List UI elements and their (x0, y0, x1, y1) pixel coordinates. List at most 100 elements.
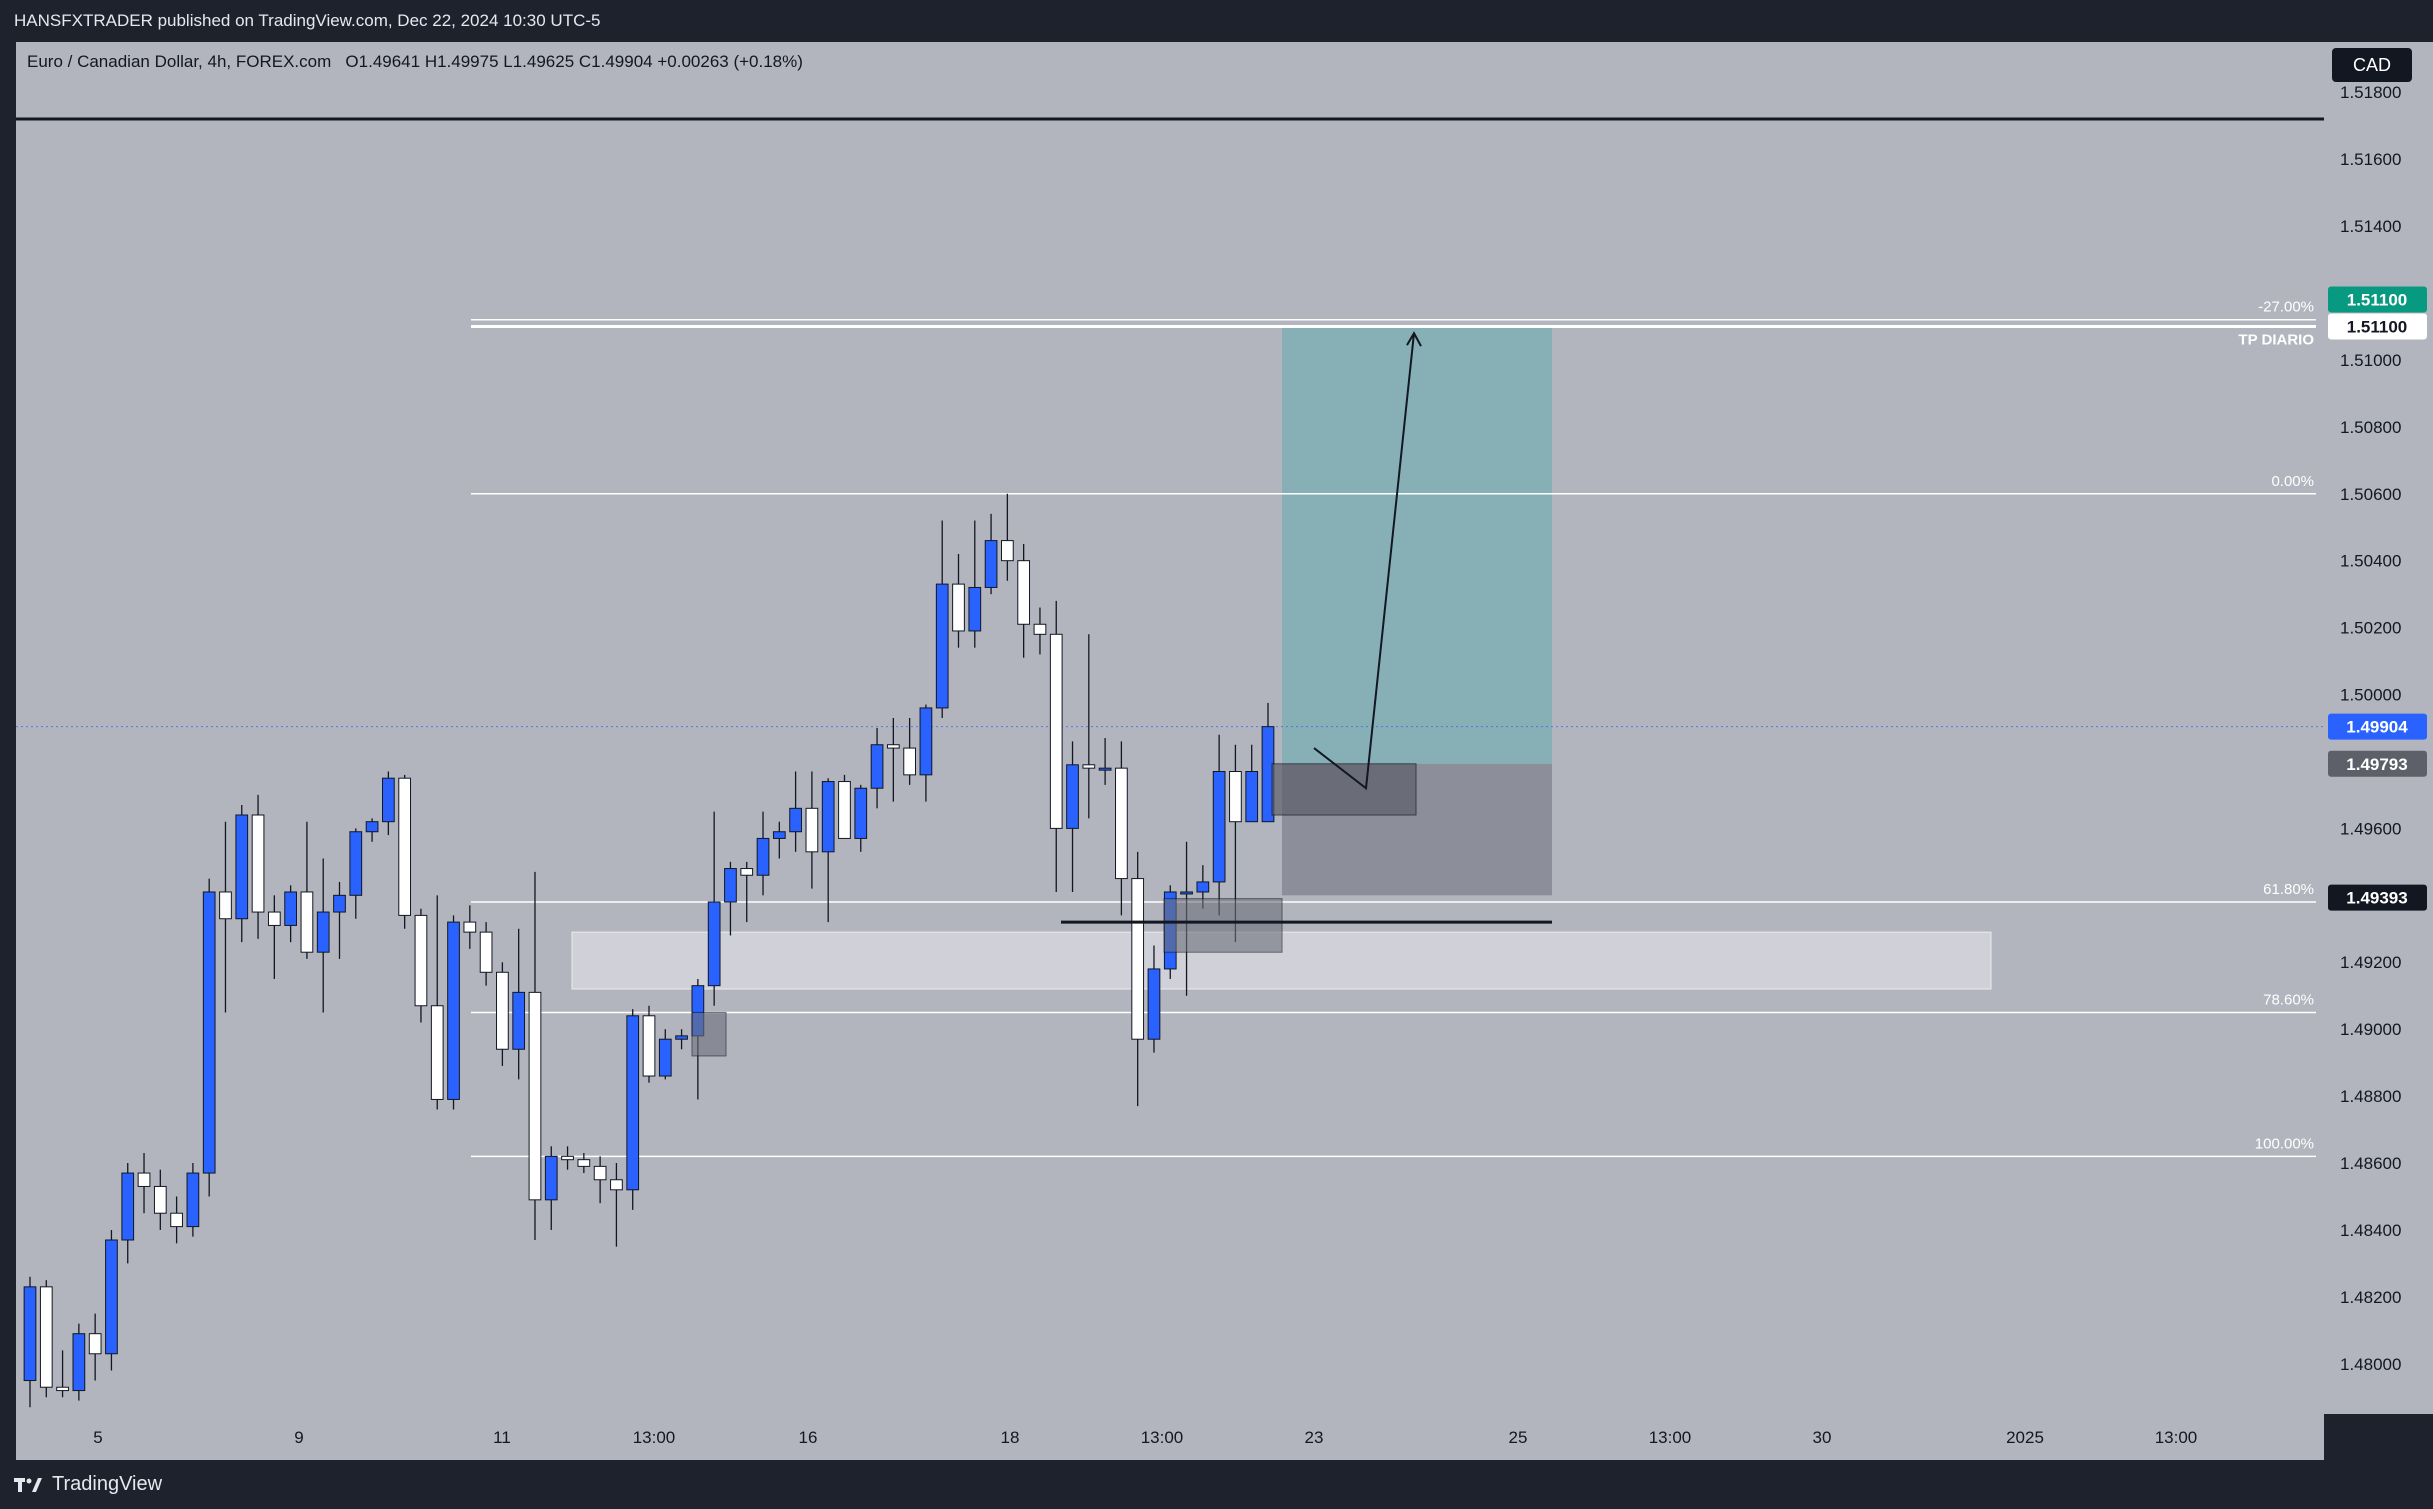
candle-body (202, 891, 216, 1174)
candle-body (789, 807, 802, 833)
price-tick: 1.50000 (2340, 686, 2401, 705)
order-block-small (691, 1011, 727, 1057)
time-axis[interactable]: 5 9 11 13:00 16 18 13:00 23 25 13:00 30 2025 13:00 (16, 1414, 2324, 1460)
candle-body (854, 787, 868, 839)
candle-body (186, 1172, 200, 1228)
candle-body (1131, 878, 1145, 1040)
price-tick: 1.48600 (2340, 1154, 2401, 1173)
candle-body (610, 1179, 623, 1191)
time-tick: 30 (1813, 1428, 1832, 1447)
candle-body (968, 586, 982, 632)
candle-body (333, 894, 346, 913)
price-tick: 1.49200 (2340, 953, 2401, 972)
price-tick: 1.50200 (2340, 619, 2401, 638)
candle-body (23, 1286, 37, 1382)
price-tick: 1.49600 (2340, 819, 2401, 838)
candle-body (447, 921, 460, 1100)
candle-body (398, 777, 412, 916)
candle-body (72, 1333, 86, 1392)
candle-body (935, 583, 949, 709)
candle-body (658, 1038, 672, 1077)
tradingview-logo-icon (14, 1477, 42, 1492)
order-block (1163, 898, 1283, 953)
candle-body (561, 1155, 574, 1161)
candle-body (1049, 633, 1063, 829)
candle-body (1001, 540, 1014, 562)
fib-level-label: -27.00% (2258, 299, 2314, 316)
candle-body (675, 1035, 688, 1040)
price-tick: 1.49000 (2340, 1020, 2401, 1039)
price-tick: 1.51000 (2340, 351, 2401, 370)
candle-body (382, 777, 395, 823)
ohlc-values: O1.49641 H1.49975 L1.49625 C1.49904 +0.0… (345, 52, 803, 71)
candle-body (316, 911, 330, 953)
chart-area[interactable]: -27.00% 0.00% 61.80% 78.60% 100.00% TP DIARIO (16, 42, 2324, 1414)
candle-body (1180, 891, 1193, 895)
candle-body (903, 747, 916, 776)
time-tick: 2025 (2006, 1428, 2044, 1447)
price-tick: 1.50600 (2340, 485, 2401, 504)
tradingview-logo[interactable]: TradingView (14, 1473, 162, 1496)
candle-body (430, 1005, 444, 1100)
candle-body (137, 1172, 151, 1187)
candle-body (153, 1185, 167, 1214)
price-chart[interactable]: -27.00% 0.00% 61.80% 78.60% 100.00% TP DIARIO (16, 42, 2324, 1414)
time-tick: 13:00 (1649, 1428, 1692, 1447)
time-tick: 25 (1509, 1428, 1528, 1447)
candle-body (1082, 764, 1096, 769)
tp-label: TP DIARIO (2238, 331, 2314, 348)
price-tick: 1.51600 (2340, 150, 2401, 169)
time-tick: 11 (493, 1428, 511, 1447)
time-tick: 18 (1001, 1428, 1020, 1447)
candle-body (577, 1159, 591, 1167)
price-tag-bg (2328, 884, 2427, 911)
time-tick: 5 (93, 1428, 102, 1447)
price-tag-bg (2328, 313, 2427, 340)
candle-body (39, 1286, 53, 1388)
candle-body (1017, 560, 1031, 625)
price-tag-bg (2328, 750, 2427, 777)
candle-body (105, 1239, 118, 1355)
price-tick: 1.51400 (2340, 217, 2401, 236)
time-tick: 13:00 (2155, 1428, 2198, 1447)
candle-body (1115, 767, 1128, 880)
candle-body (838, 781, 851, 839)
currency-button[interactable]: CAD (2332, 48, 2412, 82)
price-tick: 1.48800 (2340, 1087, 2401, 1106)
fib-level-label: 0.00% (2271, 473, 2314, 490)
fib-level-label: 100.00% (2255, 1135, 2314, 1152)
candle-body (170, 1212, 183, 1228)
candle-body (756, 837, 770, 876)
candle-body (365, 821, 379, 833)
candle-body (414, 914, 428, 1007)
candle-body (805, 807, 819, 853)
time-axis-labels: 5 9 11 13:00 16 18 13:00 23 25 13:00 30 2025 13:00 (93, 1428, 2198, 1447)
candle-body (1229, 771, 1242, 823)
candle-body (496, 971, 509, 1050)
publish-info: HANSFXTRADER published on TradingView.co… (14, 11, 601, 30)
candle-body (121, 1172, 135, 1241)
candle-body (349, 831, 363, 896)
price-tag-label: 1.49393 (2346, 889, 2407, 908)
candle-body (1245, 771, 1259, 823)
symbol-name: Euro / Canadian Dollar, 4h, FOREX.com (27, 52, 332, 71)
time-tick: 9 (294, 1428, 303, 1447)
fib-level-label: 61.80% (2263, 881, 2314, 898)
candle-body (267, 911, 281, 926)
candle-body (870, 744, 884, 789)
price-tick: 1.51800 (2340, 83, 2401, 102)
candle-body (544, 1155, 558, 1201)
candle-body (300, 891, 314, 953)
candle-body (463, 921, 477, 933)
candle-body (56, 1386, 69, 1392)
price-tick: 1.50800 (2340, 418, 2401, 437)
time-tick: 13:00 (1141, 1428, 1184, 1447)
candle-body (88, 1333, 102, 1355)
price-tick: 1.50400 (2340, 552, 2401, 571)
price-tick: 1.48000 (2340, 1355, 2401, 1374)
price-tag-bg (2328, 286, 2427, 313)
price-tick: 1.48200 (2340, 1288, 2401, 1307)
price-axis[interactable]: 1.51800 1.51600 1.51400 1.51000 1.50800 1.506… (2324, 42, 2433, 1414)
price-tick: 1.48400 (2340, 1221, 2401, 1240)
candle-body (984, 540, 998, 588)
